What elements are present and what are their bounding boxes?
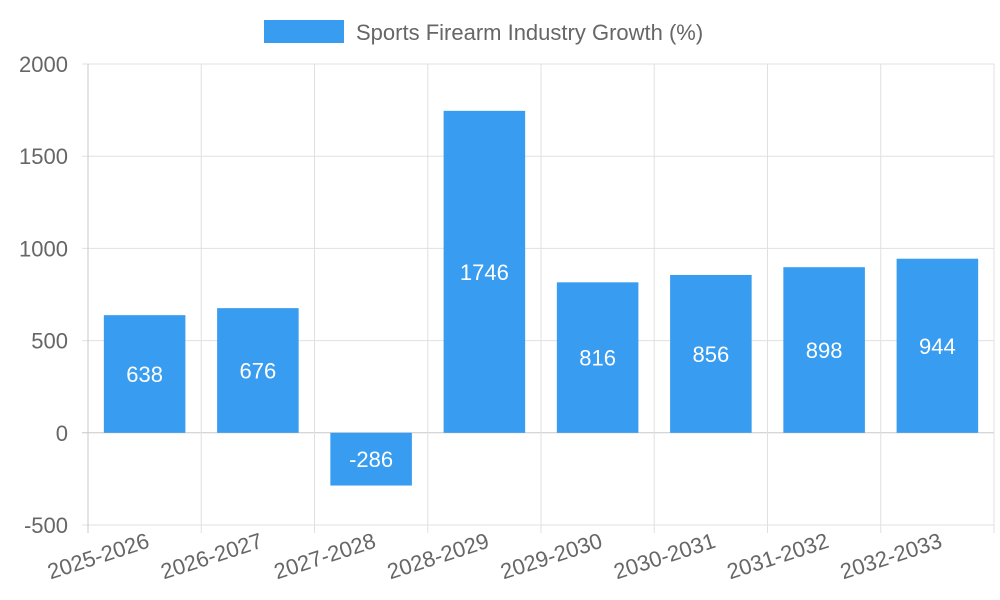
legend-label: Sports Firearm Industry Growth (%): [356, 20, 703, 45]
data-label: -286: [349, 447, 393, 472]
y-axis-ticks: 2000 1500 1000 500 0 -500: [19, 52, 68, 538]
y-tick-label: 1000: [19, 236, 68, 261]
gridlines: [82, 63, 995, 533]
data-label: 944: [919, 334, 956, 359]
data-label: 1746: [460, 260, 509, 285]
bar: [896, 258, 979, 433]
data-label: 676: [240, 358, 277, 383]
data-label: 856: [693, 342, 730, 367]
bar: [103, 315, 186, 433]
legend[interactable]: Sports Firearm Industry Growth (%): [264, 20, 703, 45]
x-axis-ticks: 2025-2026 2026-2027 2027-2028 2028-2029 2029…: [44, 528, 945, 584]
x-tick-label: 2027-2028: [271, 528, 379, 584]
x-tick-label: 2032-2033: [837, 528, 945, 584]
bars: 638 676 -286 1746 816 856 898 944: [103, 110, 979, 486]
data-label: 638: [126, 362, 163, 387]
y-tick-label: 0: [56, 421, 68, 446]
legend-swatch: [264, 20, 344, 43]
bar: [783, 267, 865, 433]
y-tick-label: 500: [31, 329, 68, 354]
bar: [670, 274, 752, 433]
data-label: 816: [579, 346, 616, 371]
x-tick-label: 2031-2032: [724, 528, 832, 584]
y-tick-label: -500: [24, 513, 68, 538]
data-label: 898: [806, 338, 843, 363]
bar: [556, 282, 639, 433]
x-tick-label: 2028-2029: [384, 528, 492, 584]
x-tick-label: 2029-2030: [497, 528, 605, 584]
y-tick-label: 1500: [19, 144, 68, 169]
bar: [443, 110, 526, 433]
bar: [217, 308, 299, 433]
x-tick-label: 2030-2031: [611, 528, 719, 584]
bar: [330, 432, 412, 486]
x-tick-label: 2026-2027: [158, 528, 266, 584]
y-tick-label: 2000: [19, 52, 68, 77]
